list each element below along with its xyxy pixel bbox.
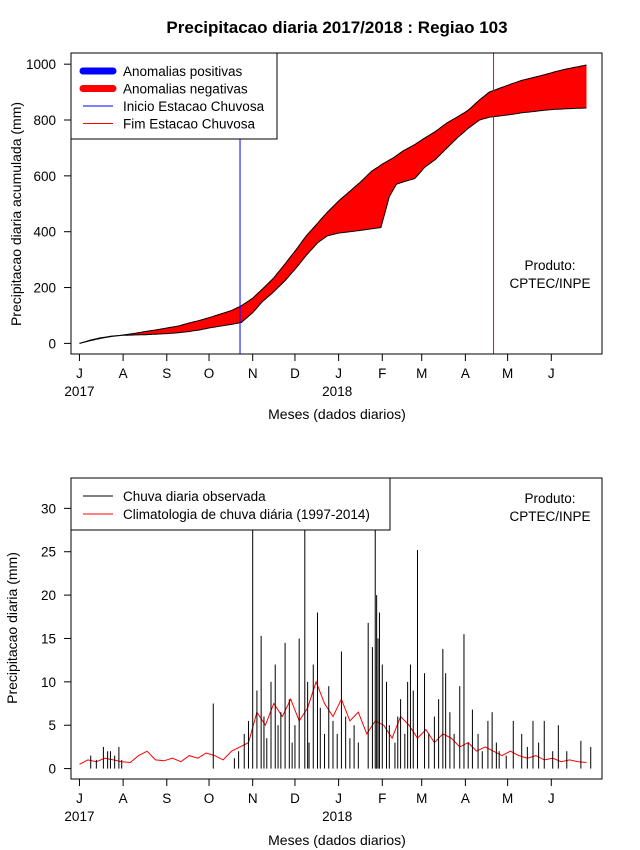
x-tick-label-bottom: M (502, 791, 513, 806)
legend-box-top (70, 52, 278, 140)
year-label-bottom: 2018 (322, 809, 352, 824)
product-annotation-line2: CPTEC/INPE (509, 276, 590, 291)
x-tick-label-top: J (548, 366, 555, 381)
x-axis-bottom: J A S O N D J F M A M J 2017 2018 (64, 778, 555, 824)
y-tick-label-top: 800 (33, 113, 56, 128)
y-tick-label-bottom: 25 (41, 545, 56, 560)
x-tick-label-bottom: N (248, 791, 258, 806)
x-tick-label-top: S (162, 366, 171, 381)
y-tick-label-top: 0 (48, 336, 56, 351)
legend-top: Anomalias positivas Anomalias negativas In… (70, 52, 278, 140)
x-tick-label-top: A (461, 366, 470, 381)
y-tick-label-bottom: 5 (48, 718, 56, 733)
x-tick-label-top: N (248, 366, 258, 381)
product-annotation-bottom-line1: Produto: (524, 491, 575, 506)
legend-label-bottom: Chuva diaria observada (123, 489, 266, 504)
x-tick-label-bottom: O (204, 791, 215, 806)
y-tick-label-bottom: 20 (41, 588, 56, 603)
cumulative-chart: 0 200 400 600 800 1000 J A S O N D J F M A M J 2017 2018 P… (8, 52, 603, 422)
product-annotation-line1: Produto: (524, 258, 575, 273)
x-tick-label-top: D (290, 366, 300, 381)
y-axis-top: 0 200 400 600 800 1000 (26, 57, 72, 351)
legend-label-top: Fim Estacao Chuvosa (123, 117, 256, 132)
y-tick-label-bottom: 10 (41, 675, 56, 690)
x-axis-label-bottom: Meses (dados diarios) (268, 832, 406, 848)
x-tick-label-top: F (378, 366, 386, 381)
x-tick-label-bottom: J (76, 791, 83, 806)
legend-label-top: Inicio Estacao Chuvosa (123, 99, 265, 114)
climatology-cumulative-line (79, 64, 587, 344)
negative-anomaly-area (79, 65, 587, 344)
year-label-top: 2018 (322, 384, 352, 399)
observed-cumulative-line (79, 107, 587, 344)
anomaly-area-layer (79, 65, 587, 344)
x-axis-top: J A S O N D J F M A M J 2017 2018 (64, 353, 555, 399)
climatology-daily-line (79, 680, 587, 765)
y-tick-label-top: 600 (33, 169, 56, 184)
climatology-line-layer (79, 680, 587, 765)
x-tick-label-bottom: D (290, 791, 300, 806)
legend-label-bottom: Climatologia de chuva diária (1997-2014) (123, 507, 370, 522)
x-tick-label-bottom: S (162, 791, 171, 806)
year-label-top: 2017 (64, 384, 94, 399)
x-tick-label-bottom: F (378, 791, 386, 806)
x-tick-label-bottom: J (335, 791, 342, 806)
y-axis-label-bottom: Precipitacao diaria (mm) (4, 552, 20, 704)
y-axis-bottom: 0 5 10 15 20 25 30 (41, 501, 72, 777)
legend-box-bottom (70, 477, 391, 531)
x-tick-label-top: A (119, 366, 128, 381)
y-tick-label-top: 400 (33, 225, 56, 240)
x-tick-label-top: J (335, 366, 342, 381)
x-tick-label-bottom: M (416, 791, 427, 806)
x-tick-label-bottom: A (461, 791, 470, 806)
daily-chart: 0 5 10 15 20 25 30 J A S O N D J F M A M J 2017 2018 Precip… (4, 477, 603, 848)
legend-label-top: Anomalias negativas (123, 82, 248, 97)
y-tick-label-bottom: 30 (41, 501, 56, 516)
x-tick-label-top: M (502, 366, 513, 381)
y-tick-label-top: 200 (33, 281, 56, 296)
legend-label-top: Anomalias positivas (123, 64, 243, 79)
y-tick-label-bottom: 0 (48, 762, 56, 777)
x-tick-label-bottom: A (119, 791, 128, 806)
product-annotation-bottom-line2: CPTEC/INPE (509, 509, 590, 524)
x-axis-label-top: Meses (dados diarios) (268, 406, 406, 422)
year-label-bottom: 2017 (64, 809, 94, 824)
x-tick-label-top: O (204, 366, 215, 381)
chart-title: Precipitacao diaria 2017/2018 : Regiao 1… (166, 18, 507, 37)
x-tick-label-bottom: J (548, 791, 555, 806)
y-axis-label-top: Precipitacao diaria acumulada (mm) (8, 102, 24, 326)
observed-bars-layer (90, 512, 592, 769)
y-tick-label-bottom: 15 (41, 631, 56, 646)
y-tick-label-top: 1000 (26, 57, 56, 72)
x-tick-label-top: M (416, 366, 427, 381)
x-tick-label-top: J (76, 366, 83, 381)
legend-bottom: Chuva diaria observada Climatologia de ch… (70, 477, 391, 531)
